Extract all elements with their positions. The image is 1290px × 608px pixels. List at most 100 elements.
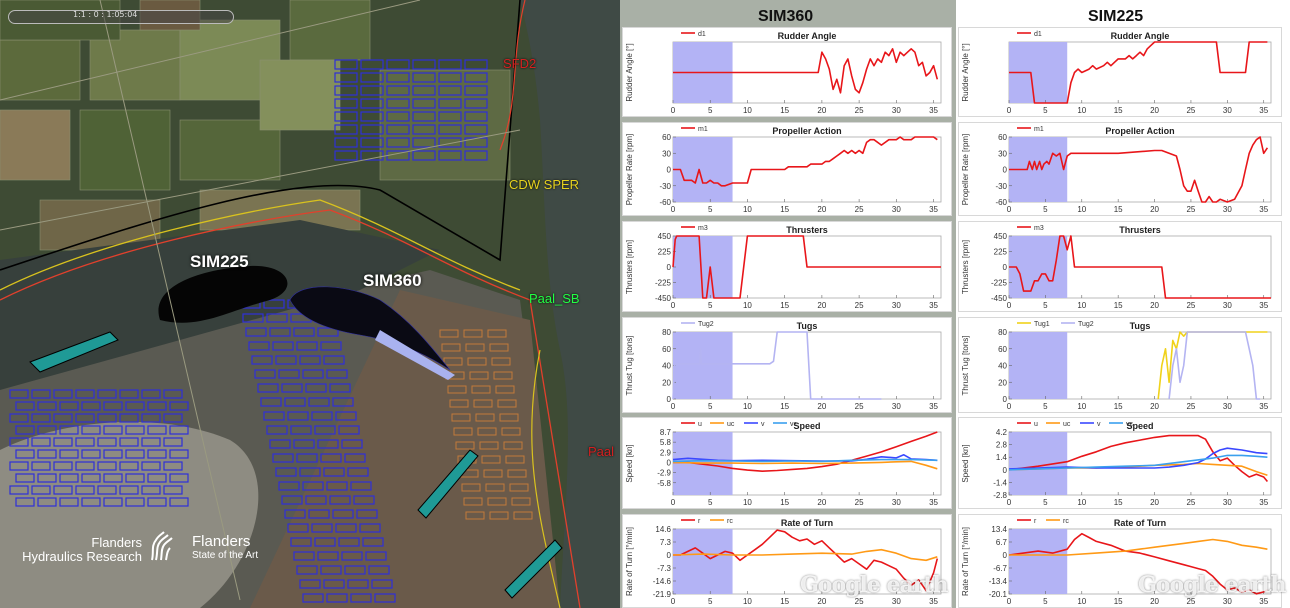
y-tick-label: 0 xyxy=(1003,551,1008,560)
x-tick-label: 30 xyxy=(1223,597,1232,606)
x-tick-label: 10 xyxy=(743,498,752,507)
y-axis-label: Thrusters [rpm] xyxy=(961,240,970,294)
legend-entry: rc xyxy=(1063,518,1069,525)
y-tick-label: 40 xyxy=(998,362,1007,371)
legend-entry: r xyxy=(698,518,701,525)
x-tick-label: 35 xyxy=(929,106,938,115)
x-tick-label: 15 xyxy=(780,205,789,214)
sim225-thrusters-chart: Thrusters Thrusters [rpm] 450 225 0 -225 -450 0… xyxy=(958,221,1282,312)
chart-title: Propeller Action xyxy=(1105,126,1174,136)
x-tick-label: 5 xyxy=(708,205,713,214)
series-line-Tug1 xyxy=(1157,331,1268,400)
x-tick-label: 15 xyxy=(1114,106,1123,115)
x-tick-label: 20 xyxy=(1150,106,1159,115)
x-tick-label: 35 xyxy=(929,301,938,310)
shaded-region xyxy=(673,137,733,202)
y-tick-label: 5.8 xyxy=(660,438,672,447)
y-axis-label: Speed [kn] xyxy=(625,444,634,482)
y-tick-label: 20 xyxy=(662,378,671,387)
x-tick-label: 10 xyxy=(743,301,752,310)
chart-title: Thrusters xyxy=(786,225,828,235)
shaded-region xyxy=(673,332,733,399)
x-tick-label: 25 xyxy=(1186,106,1195,115)
y-tick-label: -225 xyxy=(991,279,1008,288)
x-tick-label: 5 xyxy=(708,498,713,507)
sim360-tugs-svg: Tugs Thrust Tug [tons] 80 60 40 20 00 5 10 15 20 25… xyxy=(625,321,942,411)
y-tick-label: 0 xyxy=(1003,166,1008,175)
x-tick-label: 15 xyxy=(780,597,789,606)
map-field xyxy=(0,109,71,181)
sim360-rudder-svg: Rudder Angle Rudder Angle [°] 0 5 10 15 20 25 30… xyxy=(625,31,942,115)
sim360-thrusters-chart: Thrusters Thrusters [rpm] 450 225 0 -225 -450 0… xyxy=(622,221,952,312)
sim360-rudder-chart: Rudder Angle Rudder Angle [°] 0 5 10 15 20 25 30… xyxy=(622,27,952,117)
x-tick-label: 5 xyxy=(708,597,713,606)
legend-entry: vc xyxy=(1126,421,1134,428)
legend-entry: vc xyxy=(790,421,798,428)
x-tick-label: 5 xyxy=(1043,205,1048,214)
x-tick-label: 0 xyxy=(1007,205,1012,214)
x-tick-label: 10 xyxy=(743,205,752,214)
y-tick-label: 0 xyxy=(667,395,672,404)
x-tick-label: 10 xyxy=(743,597,752,606)
legend-entry: Tug1 xyxy=(1034,321,1050,328)
y-tick-label: 4.2 xyxy=(996,428,1008,437)
y-tick-label: -60 xyxy=(995,198,1007,207)
y-axis-label: Thrust Tug [tons] xyxy=(961,335,970,395)
x-tick-label: 30 xyxy=(1223,301,1232,310)
y-tick-label: 450 xyxy=(994,232,1008,241)
legend-entry: Tug2 xyxy=(698,321,714,328)
x-tick-label: 10 xyxy=(743,106,752,115)
y-axis-label: Rate of Turn [°/min] xyxy=(625,527,634,596)
y-tick-label: 60 xyxy=(662,345,671,354)
series-line-m1 xyxy=(673,136,938,187)
y-axis-label: Thrusters [rpm] xyxy=(625,240,634,294)
x-tick-label: 0 xyxy=(1007,402,1012,411)
x-tick-label: 20 xyxy=(1150,498,1159,507)
moored-vessel xyxy=(29,331,119,373)
x-tick-label: 20 xyxy=(817,498,826,507)
flanders-line1: Flanders xyxy=(192,533,251,550)
x-tick-label: 5 xyxy=(1043,597,1048,606)
x-tick-label: 35 xyxy=(1259,106,1268,115)
series-line-rc xyxy=(672,548,938,562)
x-tick-label: 30 xyxy=(892,597,901,606)
series-line-m3 xyxy=(1009,235,1271,299)
y-tick-label: 0 xyxy=(667,263,672,272)
x-tick-label: 5 xyxy=(1043,106,1048,115)
river xyxy=(520,0,640,608)
series-line-vc xyxy=(672,458,938,463)
shaded-region xyxy=(1009,332,1068,399)
x-tick-label: 30 xyxy=(1223,402,1232,411)
legend-entry: r xyxy=(1034,518,1037,525)
y-tick-label: -2.9 xyxy=(657,469,671,478)
y-tick-label: 0 xyxy=(1003,395,1008,404)
time-slider[interactable]: 1:1 : 0 : 1:05:04 xyxy=(8,10,234,24)
x-tick-label: 25 xyxy=(855,498,864,507)
x-tick-label: 25 xyxy=(855,301,864,310)
x-tick-label: 15 xyxy=(1114,205,1123,214)
red-boundary xyxy=(0,209,581,608)
legend-entry: uc xyxy=(1063,421,1071,428)
x-tick-label: 10 xyxy=(1077,106,1086,115)
x-tick-label: 30 xyxy=(892,498,901,507)
y-axis-label: Rudder Angle [°] xyxy=(961,43,970,101)
x-tick-label: 20 xyxy=(817,106,826,115)
x-tick-label: 5 xyxy=(1043,498,1048,507)
sim360-rot-chart: Rate of Turn Rate of Turn [°/min] 14.6 7.3 0… xyxy=(622,514,952,608)
y-tick-label: -21.9 xyxy=(653,590,672,599)
y-tick-label: 6.7 xyxy=(996,538,1008,547)
chart-title: Tugs xyxy=(1130,321,1151,331)
y-tick-label: 8.7 xyxy=(660,428,672,437)
legend-entry: v xyxy=(1097,421,1101,428)
series-line-u xyxy=(1008,434,1269,483)
sand-area xyxy=(0,421,259,608)
x-tick-label: 10 xyxy=(743,402,752,411)
series-line-Tug2 xyxy=(672,331,882,400)
y-axis-label: Propeller Rate [rpm] xyxy=(961,134,970,206)
container-terminal xyxy=(250,290,560,608)
x-tick-label: 25 xyxy=(855,597,864,606)
sim225-tugs-chart: Tugs Thrust Tug [tons] 80 60 40 20 0 0 5 10 15 20 25… xyxy=(958,317,1282,413)
legend-entry: m1 xyxy=(1034,126,1044,133)
sim360-propeller-svg: Propeller Action Propeller Rate [rpm] 60 30… xyxy=(625,126,942,214)
